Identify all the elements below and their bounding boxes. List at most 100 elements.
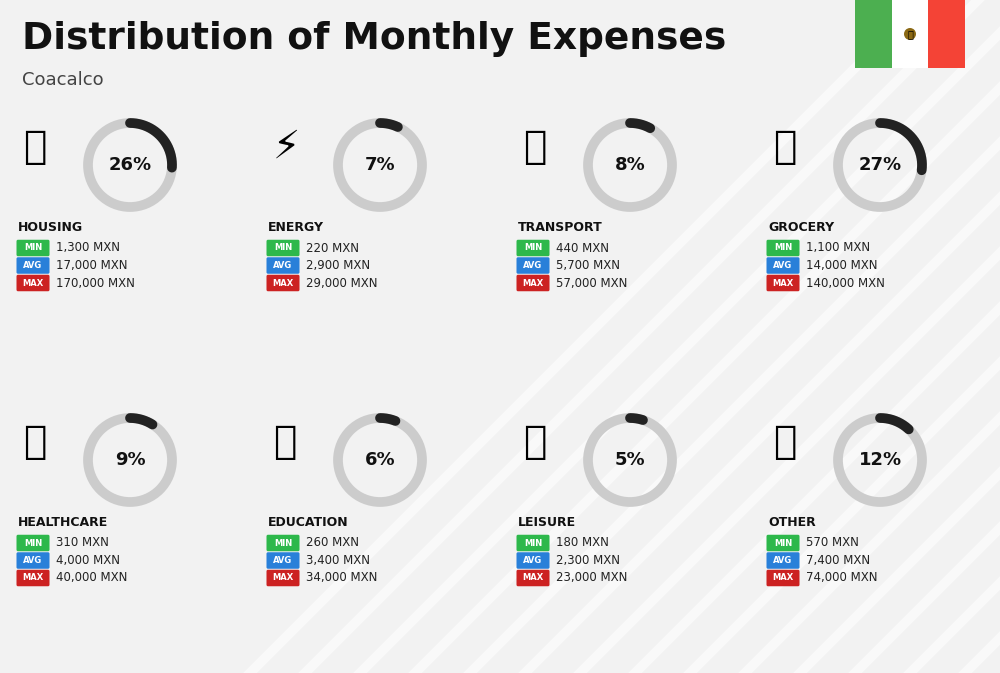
Text: MIN: MIN [24,538,42,548]
Text: 1,100 MXN: 1,100 MXN [806,242,870,254]
Text: 2,900 MXN: 2,900 MXN [306,259,370,272]
Text: 3,400 MXN: 3,400 MXN [306,554,370,567]
FancyBboxPatch shape [16,553,49,569]
Text: 440 MXN: 440 MXN [556,242,609,254]
FancyBboxPatch shape [516,240,550,256]
Text: 260 MXN: 260 MXN [306,536,359,549]
Text: 170,000 MXN: 170,000 MXN [56,277,135,289]
FancyBboxPatch shape [16,535,49,551]
Text: MAX: MAX [272,573,294,583]
Text: HOUSING: HOUSING [18,221,83,234]
FancyBboxPatch shape [16,257,49,274]
Text: MAX: MAX [522,573,544,583]
FancyBboxPatch shape [767,553,800,569]
Text: GROCERY: GROCERY [768,221,834,234]
Text: 🏢: 🏢 [23,128,46,166]
FancyBboxPatch shape [855,0,892,68]
Text: 220 MXN: 220 MXN [306,242,359,254]
Text: 9%: 9% [115,451,145,469]
Text: MAX: MAX [22,573,44,583]
Text: 💊: 💊 [23,423,46,461]
Text: HEALTHCARE: HEALTHCARE [18,516,108,529]
Text: 5%: 5% [615,451,645,469]
Text: AVG: AVG [523,261,543,270]
Text: MIN: MIN [774,244,792,252]
Text: 12%: 12% [858,451,902,469]
Text: 23,000 MXN: 23,000 MXN [556,571,627,584]
FancyBboxPatch shape [266,553,300,569]
Text: 🦅: 🦅 [907,29,913,39]
Text: AVG: AVG [23,556,43,565]
FancyBboxPatch shape [16,275,49,291]
FancyBboxPatch shape [928,0,965,68]
FancyBboxPatch shape [516,257,550,274]
FancyBboxPatch shape [767,257,800,274]
Text: 570 MXN: 570 MXN [806,536,859,549]
Text: LEISURE: LEISURE [518,516,576,529]
Text: 7,400 MXN: 7,400 MXN [806,554,870,567]
FancyBboxPatch shape [266,570,300,586]
Text: AVG: AVG [273,556,293,565]
Text: 7%: 7% [365,156,395,174]
FancyBboxPatch shape [266,257,300,274]
Text: AVG: AVG [773,556,793,565]
FancyBboxPatch shape [266,535,300,551]
FancyBboxPatch shape [892,0,928,68]
Text: TRANSPORT: TRANSPORT [518,221,603,234]
Text: MAX: MAX [22,279,44,287]
Text: 2,300 MXN: 2,300 MXN [556,554,620,567]
FancyBboxPatch shape [767,570,800,586]
Text: 310 MXN: 310 MXN [56,536,109,549]
Text: EDUCATION: EDUCATION [268,516,349,529]
Text: 5,700 MXN: 5,700 MXN [556,259,620,272]
Text: AVG: AVG [773,261,793,270]
Text: Coacalco: Coacalco [22,71,104,89]
Text: 140,000 MXN: 140,000 MXN [806,277,885,289]
Text: 27%: 27% [858,156,902,174]
Text: MAX: MAX [522,279,544,287]
Text: 💰: 💰 [773,423,796,461]
Text: ENERGY: ENERGY [268,221,324,234]
Text: MAX: MAX [772,573,794,583]
Text: 17,000 MXN: 17,000 MXN [56,259,128,272]
Text: 8%: 8% [615,156,645,174]
FancyBboxPatch shape [516,553,550,569]
FancyBboxPatch shape [16,570,49,586]
FancyBboxPatch shape [516,535,550,551]
Circle shape [904,28,916,40]
Text: 🛒: 🛒 [773,128,796,166]
Text: AVG: AVG [23,261,43,270]
FancyBboxPatch shape [767,240,800,256]
Text: MIN: MIN [524,538,542,548]
FancyBboxPatch shape [767,535,800,551]
Text: 74,000 MXN: 74,000 MXN [806,571,878,584]
Text: 4,000 MXN: 4,000 MXN [56,554,120,567]
Text: AVG: AVG [273,261,293,270]
Text: 180 MXN: 180 MXN [556,536,609,549]
Text: 🎓: 🎓 [273,423,296,461]
FancyBboxPatch shape [767,275,800,291]
Text: 14,000 MXN: 14,000 MXN [806,259,878,272]
FancyBboxPatch shape [266,275,300,291]
Text: 1,300 MXN: 1,300 MXN [56,242,120,254]
FancyBboxPatch shape [516,570,550,586]
FancyBboxPatch shape [16,240,49,256]
Text: 6%: 6% [365,451,395,469]
FancyBboxPatch shape [516,275,550,291]
Text: MIN: MIN [24,244,42,252]
Text: Distribution of Monthly Expenses: Distribution of Monthly Expenses [22,21,726,57]
FancyBboxPatch shape [266,240,300,256]
Text: MIN: MIN [774,538,792,548]
Text: MIN: MIN [274,244,292,252]
Text: 57,000 MXN: 57,000 MXN [556,277,627,289]
Text: MAX: MAX [772,279,794,287]
Text: AVG: AVG [523,556,543,565]
Text: 🛍: 🛍 [523,423,546,461]
Text: MIN: MIN [274,538,292,548]
Text: MAX: MAX [272,279,294,287]
Text: 26%: 26% [108,156,152,174]
Text: OTHER: OTHER [768,516,816,529]
Text: 34,000 MXN: 34,000 MXN [306,571,377,584]
Text: 29,000 MXN: 29,000 MXN [306,277,378,289]
Text: 🚌: 🚌 [523,128,546,166]
